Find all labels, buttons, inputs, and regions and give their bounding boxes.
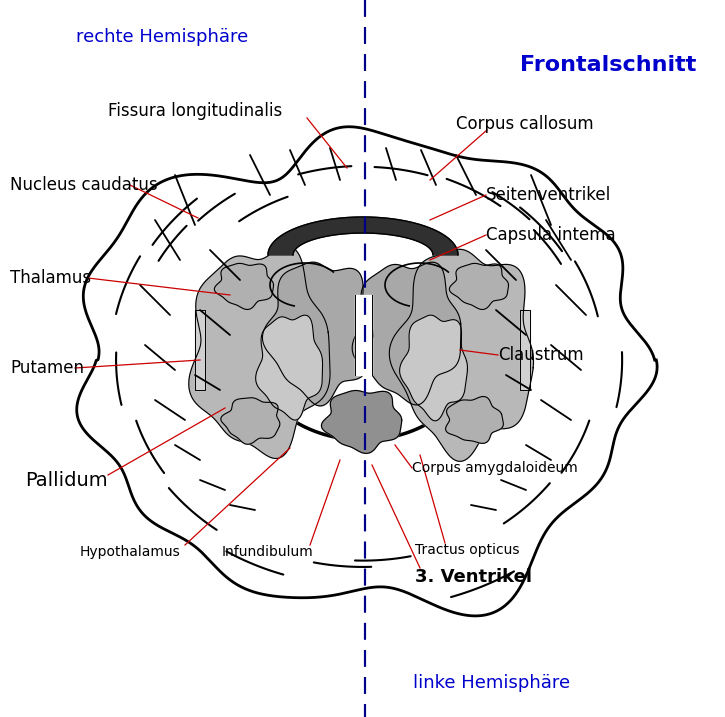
Polygon shape bbox=[389, 250, 534, 461]
Polygon shape bbox=[321, 391, 402, 453]
Text: Fissura longitudinalis: Fissura longitudinalis bbox=[108, 102, 282, 120]
Text: Pallidum: Pallidum bbox=[25, 470, 107, 490]
Text: Thalamus: Thalamus bbox=[10, 269, 91, 287]
Text: Corpus amygdaloideum: Corpus amygdaloideum bbox=[412, 461, 578, 475]
Text: Capsula intema: Capsula intema bbox=[486, 226, 616, 244]
Text: rechte Hemisphäre: rechte Hemisphäre bbox=[75, 28, 248, 46]
Polygon shape bbox=[520, 310, 530, 390]
Text: Tractus opticus: Tractus opticus bbox=[415, 543, 520, 557]
Polygon shape bbox=[268, 217, 458, 255]
Polygon shape bbox=[450, 263, 508, 310]
Polygon shape bbox=[399, 315, 468, 421]
Text: 3. Ventrikel: 3. Ventrikel bbox=[415, 568, 532, 586]
Text: Claustrum: Claustrum bbox=[498, 346, 584, 364]
Polygon shape bbox=[77, 127, 657, 616]
Polygon shape bbox=[195, 310, 205, 390]
Text: Corpus callosum: Corpus callosum bbox=[456, 115, 594, 133]
Polygon shape bbox=[262, 262, 373, 406]
Text: Putamen: Putamen bbox=[10, 359, 84, 377]
Text: Seitenventrikel: Seitenventrikel bbox=[486, 186, 611, 204]
Text: linke Hemisphäre: linke Hemisphäre bbox=[413, 674, 570, 692]
Polygon shape bbox=[446, 397, 503, 443]
Text: Frontalschnitt: Frontalschnitt bbox=[520, 55, 697, 75]
Text: Infundibulum: Infundibulum bbox=[222, 545, 314, 559]
Polygon shape bbox=[355, 295, 372, 375]
Polygon shape bbox=[221, 398, 280, 445]
Polygon shape bbox=[256, 315, 323, 420]
Polygon shape bbox=[188, 247, 330, 458]
Polygon shape bbox=[215, 263, 273, 310]
Polygon shape bbox=[352, 262, 461, 405]
Text: Hypothalamus: Hypothalamus bbox=[80, 545, 181, 559]
Text: Nucleus caudatus: Nucleus caudatus bbox=[10, 176, 157, 194]
